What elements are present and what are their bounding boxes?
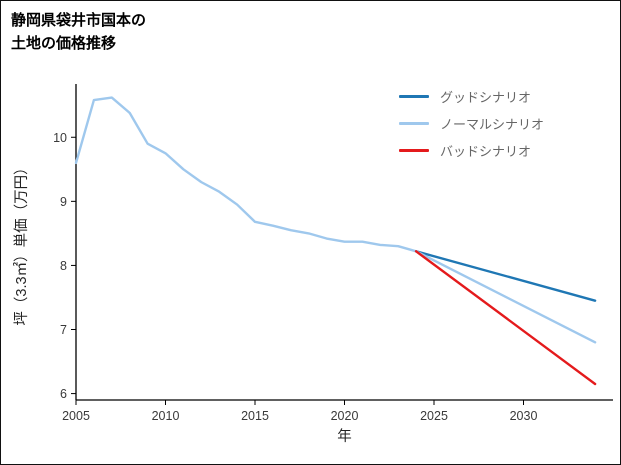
series-line-normal	[414, 250, 597, 344]
chart-title-line1: 静岡県袋井市国本の	[11, 12, 147, 29]
x-tick-label: 2020	[331, 409, 359, 423]
legend-item-good: グッドシナリオ	[399, 89, 544, 105]
series-line-history	[74, 96, 418, 253]
y-axis-label: 坪（3.3㎡）単価（万円）	[13, 160, 30, 325]
legend-item-normal: ノーマルシナリオ	[399, 116, 545, 132]
series-line-good	[414, 250, 597, 302]
chart-title: 静岡県袋井市国本の 土地の価格推移	[11, 9, 146, 56]
y-tick-label: 9	[60, 195, 67, 209]
legend-label-normal: ノーマルシナリオ	[440, 117, 545, 132]
chart-legend: グッドシナリオ ノーマルシナリオ バッドシナリオ	[399, 89, 545, 159]
x-tick-label: 2005	[62, 409, 90, 423]
legend-swatch-normal	[399, 122, 429, 125]
y-tick-label: 8	[60, 259, 67, 273]
x-axis-label: 年	[337, 428, 352, 445]
y-tick-label: 7	[60, 323, 67, 337]
x-tick-label: 2015	[241, 409, 269, 423]
legend-label-bad: バッドシナリオ	[440, 144, 532, 159]
x-tick-label: 2010	[152, 409, 180, 423]
y-tick-label: 10	[53, 131, 67, 145]
legend-label-good: グッドシナリオ	[440, 90, 532, 105]
x-tick-label: 2030	[510, 409, 538, 423]
y-tick-label: 6	[60, 387, 67, 401]
chart-title-line2: 土地の価格推移	[11, 35, 117, 53]
x-tick-label: 2025	[420, 409, 448, 423]
legend-item-bad: バッドシナリオ	[399, 143, 544, 159]
legend-swatch-bad	[399, 149, 429, 152]
series-line-bad	[414, 250, 597, 386]
legend-swatch-good	[399, 95, 429, 98]
